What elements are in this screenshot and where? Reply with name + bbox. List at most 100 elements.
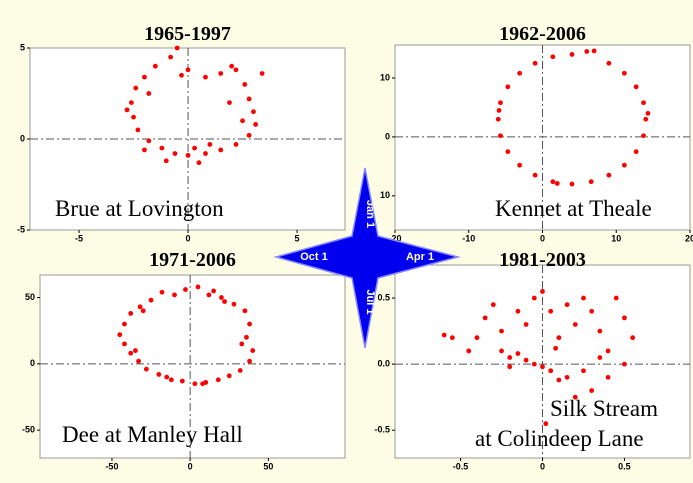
compass-right: Apr 1: [406, 251, 434, 263]
point: [207, 142, 213, 147]
point: [122, 341, 127, 347]
x-tick-label: 20: [685, 233, 693, 243]
point: [179, 72, 184, 78]
point: [606, 60, 612, 66]
point: [633, 149, 639, 155]
point: [591, 48, 597, 54]
point: [548, 308, 554, 314]
point: [133, 85, 139, 91]
point: [515, 351, 521, 356]
x-tick-label: 5: [295, 233, 300, 243]
point: [554, 181, 560, 186]
point: [633, 84, 639, 90]
y-tick-label: 0: [20, 133, 25, 143]
point: [641, 100, 646, 106]
point: [523, 357, 529, 363]
point: [244, 334, 249, 340]
point: [505, 149, 511, 155]
x-tick-label: -5: [75, 233, 83, 243]
point: [505, 84, 511, 90]
chart-title: 1962-2006: [499, 23, 586, 45]
point: [203, 151, 208, 156]
point: [482, 315, 488, 321]
point: [219, 295, 224, 300]
point: [622, 315, 627, 321]
point: [246, 132, 252, 138]
point: [142, 147, 147, 153]
point: [218, 71, 224, 76]
point: [581, 368, 586, 374]
chart-title: 1971-2006: [149, 249, 236, 271]
y-tick-label: 0: [385, 131, 390, 141]
point: [556, 335, 562, 341]
point: [164, 374, 170, 380]
point: [192, 381, 198, 387]
point: [531, 361, 537, 367]
point: [645, 110, 651, 116]
x-tick-label: 0.5: [618, 461, 631, 471]
point: [117, 332, 123, 338]
y-tick-label: -5: [17, 224, 25, 234]
point: [540, 364, 545, 370]
point: [146, 91, 152, 96]
annotation: Dee at Manley Hall: [62, 422, 243, 447]
point: [239, 341, 245, 347]
point: [532, 60, 538, 66]
point: [441, 332, 447, 338]
y-tick-label: 5: [20, 42, 25, 52]
point: [185, 67, 191, 73]
point: [143, 366, 149, 372]
point: [250, 348, 256, 353]
point: [564, 374, 570, 380]
x-tick-label: 0: [540, 233, 545, 243]
point: [597, 355, 603, 360]
point: [148, 297, 154, 303]
point: [233, 67, 239, 73]
x-tick-label: 0: [188, 461, 193, 471]
point: [550, 54, 556, 60]
point: [192, 145, 197, 151]
point: [128, 100, 134, 105]
point: [136, 358, 141, 364]
point: [172, 292, 177, 298]
point: [211, 288, 217, 294]
point: [168, 54, 174, 60]
x-tick-label: 0: [186, 233, 191, 243]
point: [498, 133, 503, 139]
point: [572, 322, 578, 327]
y-tick-label: 0.5: [377, 292, 390, 302]
point: [588, 179, 594, 185]
point: [466, 348, 472, 354]
point: [517, 70, 523, 76]
point: [517, 162, 523, 168]
compass-bottom: Jul 1: [364, 289, 376, 314]
point: [137, 304, 143, 310]
point: [550, 179, 556, 185]
point: [206, 292, 212, 298]
point: [643, 116, 649, 122]
point: [253, 122, 259, 127]
point: [128, 311, 134, 316]
point: [229, 63, 235, 69]
compass-top: Jan 1: [364, 200, 376, 228]
point: [507, 355, 513, 360]
y-tick-label: -0.5: [374, 425, 390, 435]
point: [584, 49, 590, 54]
point: [496, 107, 502, 113]
point: [581, 295, 586, 301]
point: [233, 142, 239, 147]
point: [140, 308, 146, 314]
point: [242, 82, 248, 87]
point: [613, 295, 619, 301]
point: [247, 358, 252, 364]
point: [523, 322, 529, 327]
point: [548, 368, 554, 374]
point: [203, 74, 208, 80]
point: [133, 348, 138, 353]
point: [622, 361, 627, 367]
point: [621, 162, 627, 168]
point: [231, 301, 237, 307]
point: [569, 52, 575, 57]
point: [495, 116, 501, 122]
